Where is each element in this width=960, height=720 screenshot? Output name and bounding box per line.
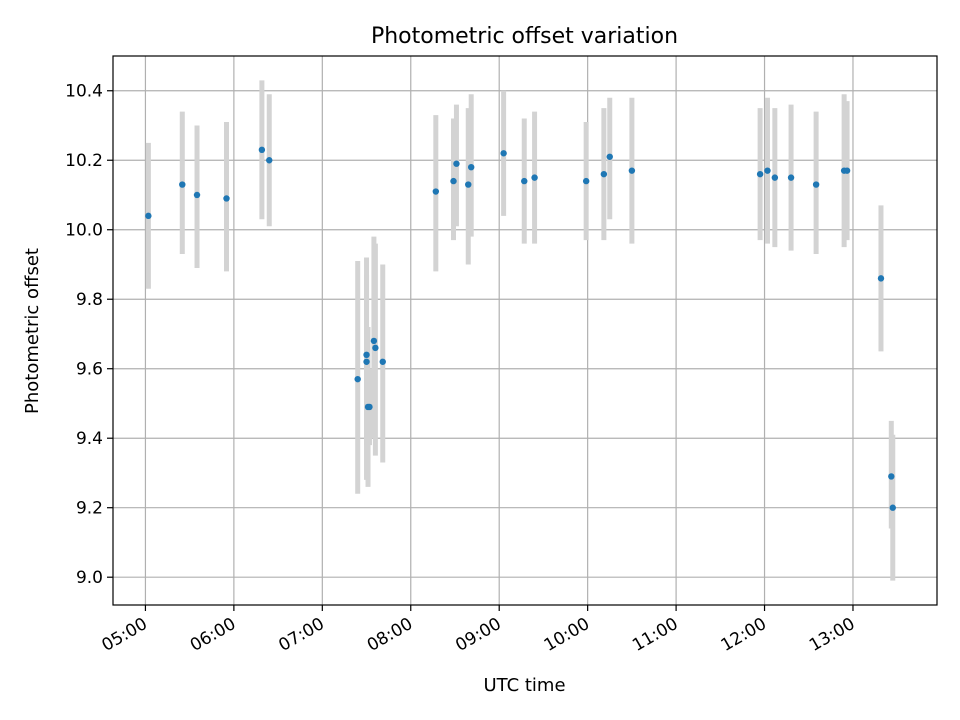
data-point	[521, 177, 528, 185]
data-point	[223, 195, 230, 202]
chart-title: Photometric offset variation	[371, 24, 678, 49]
data-point	[145, 212, 152, 220]
data-point	[500, 150, 507, 157]
data-point	[889, 504, 896, 511]
data-point	[354, 375, 361, 383]
data-points	[145, 146, 896, 511]
data-point	[258, 146, 266, 154]
data-point	[450, 177, 457, 185]
data-point	[531, 174, 538, 181]
data-point	[756, 170, 764, 178]
data-point	[379, 358, 386, 365]
data-point	[465, 181, 472, 188]
y-axis-ticks: 9.0 9.2 9.4 9.6 9.8 10.0 10.2 10.4	[65, 82, 113, 588]
y-tick-label: 9.8	[76, 290, 103, 310]
data-point	[628, 167, 636, 174]
data-point	[787, 174, 795, 181]
data-point	[467, 163, 475, 171]
plot-frame	[112, 55, 938, 606]
data-point	[363, 351, 370, 359]
data-point	[888, 473, 895, 480]
data-point	[582, 177, 590, 185]
y-tick-label: 9.4	[76, 429, 103, 449]
data-point	[366, 403, 373, 411]
data-point	[372, 344, 379, 352]
data-point	[179, 181, 186, 188]
data-point	[764, 167, 771, 174]
data-point	[453, 160, 460, 167]
data-point	[812, 181, 820, 188]
data-point	[266, 157, 273, 164]
data-point	[877, 275, 885, 282]
y-axis-label: Photometric offset	[22, 248, 43, 414]
data-point	[363, 358, 370, 365]
y-tick-label: 10.4	[65, 82, 103, 102]
y-tick-label: 9.6	[76, 360, 103, 380]
data-point	[370, 337, 378, 345]
x-axis-label: UTC time	[483, 675, 565, 696]
data-point	[193, 191, 201, 199]
data-point	[771, 174, 779, 181]
y-tick-label: 9.0	[76, 568, 103, 588]
data-point	[432, 188, 440, 195]
data-point	[600, 170, 608, 178]
y-tick-label: 10.0	[65, 221, 103, 241]
y-tick-label: 9.2	[76, 499, 103, 519]
y-tick-label: 10.2	[65, 151, 103, 171]
data-point	[606, 153, 613, 160]
data-point	[843, 167, 851, 174]
